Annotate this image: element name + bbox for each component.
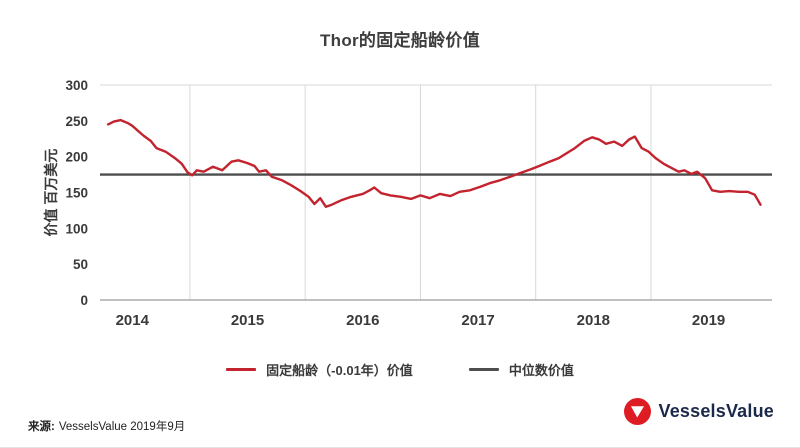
vesselsvalue-logo: VesselsValue	[623, 398, 775, 425]
legend-item-median-value: 中位数价值	[468, 360, 574, 379]
y-tick-label: 300	[65, 78, 88, 93]
chart-legend: 固定船龄（-0.01年）价值 中位数价值	[0, 360, 800, 379]
x-tick-label: 2015	[231, 312, 264, 329]
x-tick-label: 2018	[577, 312, 610, 329]
legend-label-fixed-age-value: 固定船龄（-0.01年）价值	[266, 363, 413, 378]
legend-line-swatch-gray	[468, 368, 499, 371]
legend-line-swatch-red	[226, 368, 257, 371]
y-tick-label: 0	[80, 293, 88, 308]
x-tick-label: 2017	[461, 312, 494, 329]
value-line	[106, 118, 762, 208]
y-tick-label: 50	[73, 257, 88, 272]
vesselsvalue-logo-icon	[623, 398, 651, 425]
legend-label-median-value: 中位数价值	[508, 363, 574, 378]
source-text: VesselsValue 2019年9月	[58, 421, 186, 433]
source-note: 来源: VesselsValue 2019年9月	[28, 418, 185, 434]
source-label: 来源:	[28, 421, 55, 433]
x-tick-label: 2016	[346, 312, 379, 329]
y-tick-label: 100	[65, 221, 88, 236]
chart-title: Thor的固定船龄价值	[319, 31, 481, 50]
legend-item-fixed-age-value: 固定船龄（-0.01年）价值	[226, 360, 413, 379]
y-tick-label: 200	[65, 150, 88, 165]
x-tick-label: 2014	[116, 312, 150, 329]
y-tick-label: 150	[65, 186, 88, 201]
chart-svg: 0 50 100 150 200 250 300 2014 2015 2016 2017 2018 20…	[43, 78, 772, 329]
y-axis-title: 价值 百万美元	[43, 149, 59, 237]
y-tick-label: 250	[65, 114, 88, 129]
x-tick-label: 2019	[692, 312, 725, 329]
vesselsvalue-logo-text: VesselsValue	[658, 401, 774, 421]
